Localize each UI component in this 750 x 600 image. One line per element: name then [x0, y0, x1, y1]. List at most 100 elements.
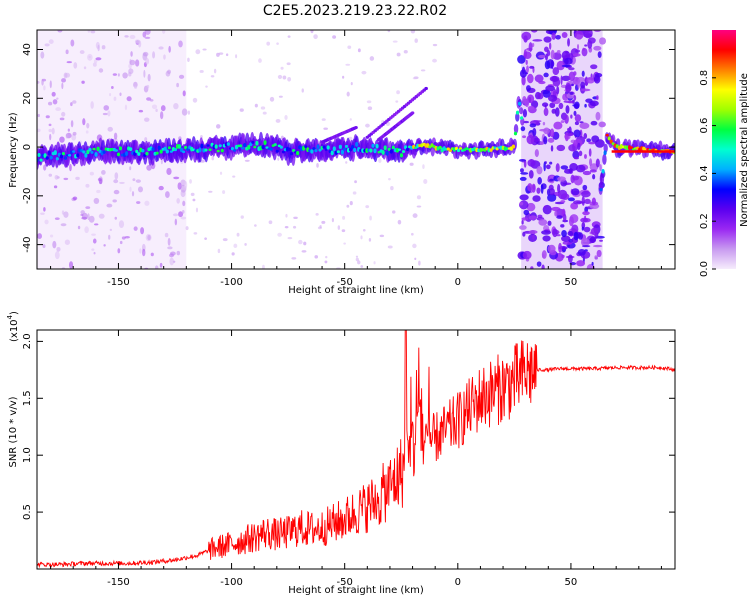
spectral-speckle — [412, 77, 418, 80]
band-core — [275, 149, 279, 153]
spectral-speckle — [182, 200, 186, 207]
spectral-speckle — [332, 35, 337, 39]
spectral-speckle — [91, 248, 95, 251]
band-core — [353, 147, 357, 153]
spectral-speckle — [268, 220, 273, 225]
spectral-speckle — [190, 192, 195, 197]
spectral-speckle — [528, 42, 533, 53]
spectral-speckle — [416, 195, 421, 200]
band-core — [39, 158, 43, 162]
spectral-speckle — [149, 98, 154, 102]
spectral-speckle — [49, 80, 52, 89]
spectral-speckle — [176, 250, 181, 256]
spectral-speckle — [597, 51, 602, 58]
spectral-speckle — [582, 170, 592, 176]
band-core — [216, 149, 220, 153]
spectral-speckle — [282, 75, 287, 80]
spectral-speckle — [396, 90, 400, 95]
spectral-speckle — [161, 30, 166, 34]
spectral-speckle — [65, 49, 69, 55]
spectral-speckle — [159, 262, 163, 268]
spectral-speckle — [72, 131, 77, 136]
x-tick-label: 50 — [565, 577, 578, 588]
band-core — [513, 131, 518, 136]
band-core — [116, 152, 121, 157]
band-core — [273, 143, 277, 147]
spectrogram-xlabel: Height of straight line (km) — [288, 285, 424, 296]
band-core — [200, 143, 204, 149]
spectral-speckle — [548, 42, 552, 50]
spectral-speckle — [52, 99, 58, 105]
spectral-speckle — [549, 128, 555, 138]
spectral-speckle — [262, 111, 267, 115]
spectral-speckle — [114, 216, 117, 220]
spectral-speckle — [361, 70, 367, 75]
spectral-speckle — [43, 207, 46, 212]
spectral-speckle — [550, 59, 554, 70]
spectral-speckle — [560, 224, 565, 228]
spectral-speckle — [589, 169, 597, 173]
spectral-speckle — [536, 261, 542, 267]
band-core — [515, 110, 520, 115]
x-tick-label: -150 — [107, 577, 130, 588]
band-core — [383, 145, 387, 151]
spectral-speckle — [577, 249, 586, 256]
band-core — [53, 150, 57, 156]
spectral-speckle — [81, 216, 88, 220]
spectral-speckle — [130, 51, 133, 57]
spectral-speckle — [155, 108, 158, 113]
spectral-speckle — [70, 102, 73, 107]
spectral-speckle — [517, 55, 526, 64]
band-core — [609, 139, 613, 144]
band-core — [607, 136, 611, 141]
spectral-speckle — [195, 49, 201, 55]
spectral-speckle — [142, 248, 146, 257]
spectral-speckle — [64, 239, 70, 245]
spectral-speckle — [551, 206, 561, 212]
spectral-speckle — [117, 248, 121, 254]
spectral-speckle — [540, 184, 544, 194]
band-core — [263, 140, 267, 146]
spectral-speckle — [182, 90, 186, 97]
spectral-speckle — [129, 59, 136, 66]
spectral-speckle — [410, 30, 416, 34]
spectral-speckle — [366, 100, 372, 104]
band-core — [151, 147, 155, 152]
spectral-speckle — [395, 100, 399, 103]
spectral-speckle — [420, 69, 426, 72]
spectral-speckle — [526, 65, 529, 73]
spectral-speckle — [183, 180, 188, 189]
spectral-speckle — [69, 163, 72, 172]
spectral-speckle — [44, 43, 50, 47]
band-core — [61, 152, 66, 156]
spectral-speckle — [594, 139, 605, 148]
band-core — [47, 150, 51, 156]
spectral-speckle — [79, 50, 85, 55]
band-core — [314, 149, 318, 153]
spectral-speckle — [560, 193, 570, 201]
spectral-speckle — [85, 206, 91, 209]
band-streak — [424, 86, 428, 91]
spectral-speckle — [124, 235, 130, 239]
band-core — [88, 147, 92, 152]
spectral-speckle — [565, 82, 572, 93]
spectral-speckle — [355, 255, 359, 258]
spectral-speckle — [543, 161, 546, 172]
spectral-speckle — [48, 39, 54, 44]
spectral-speckle — [567, 133, 574, 137]
spectral-speckle — [61, 82, 64, 90]
spectral-speckle — [132, 178, 136, 182]
spectral-speckle — [163, 54, 166, 60]
spectral-speckle — [154, 265, 159, 269]
spectral-speckle — [588, 148, 592, 157]
band-core — [344, 144, 349, 148]
spectrogram-axes: -150 -100 -50 0 50 -40 -20 0 20 40 — [22, 30, 675, 288]
band-core — [86, 149, 90, 155]
spectral-speckle — [40, 212, 45, 215]
spectral-speckle — [87, 30, 91, 33]
band-core — [182, 150, 186, 154]
spectral-speckle — [522, 135, 527, 139]
spectral-speckle — [178, 40, 183, 48]
band-core — [255, 140, 259, 146]
